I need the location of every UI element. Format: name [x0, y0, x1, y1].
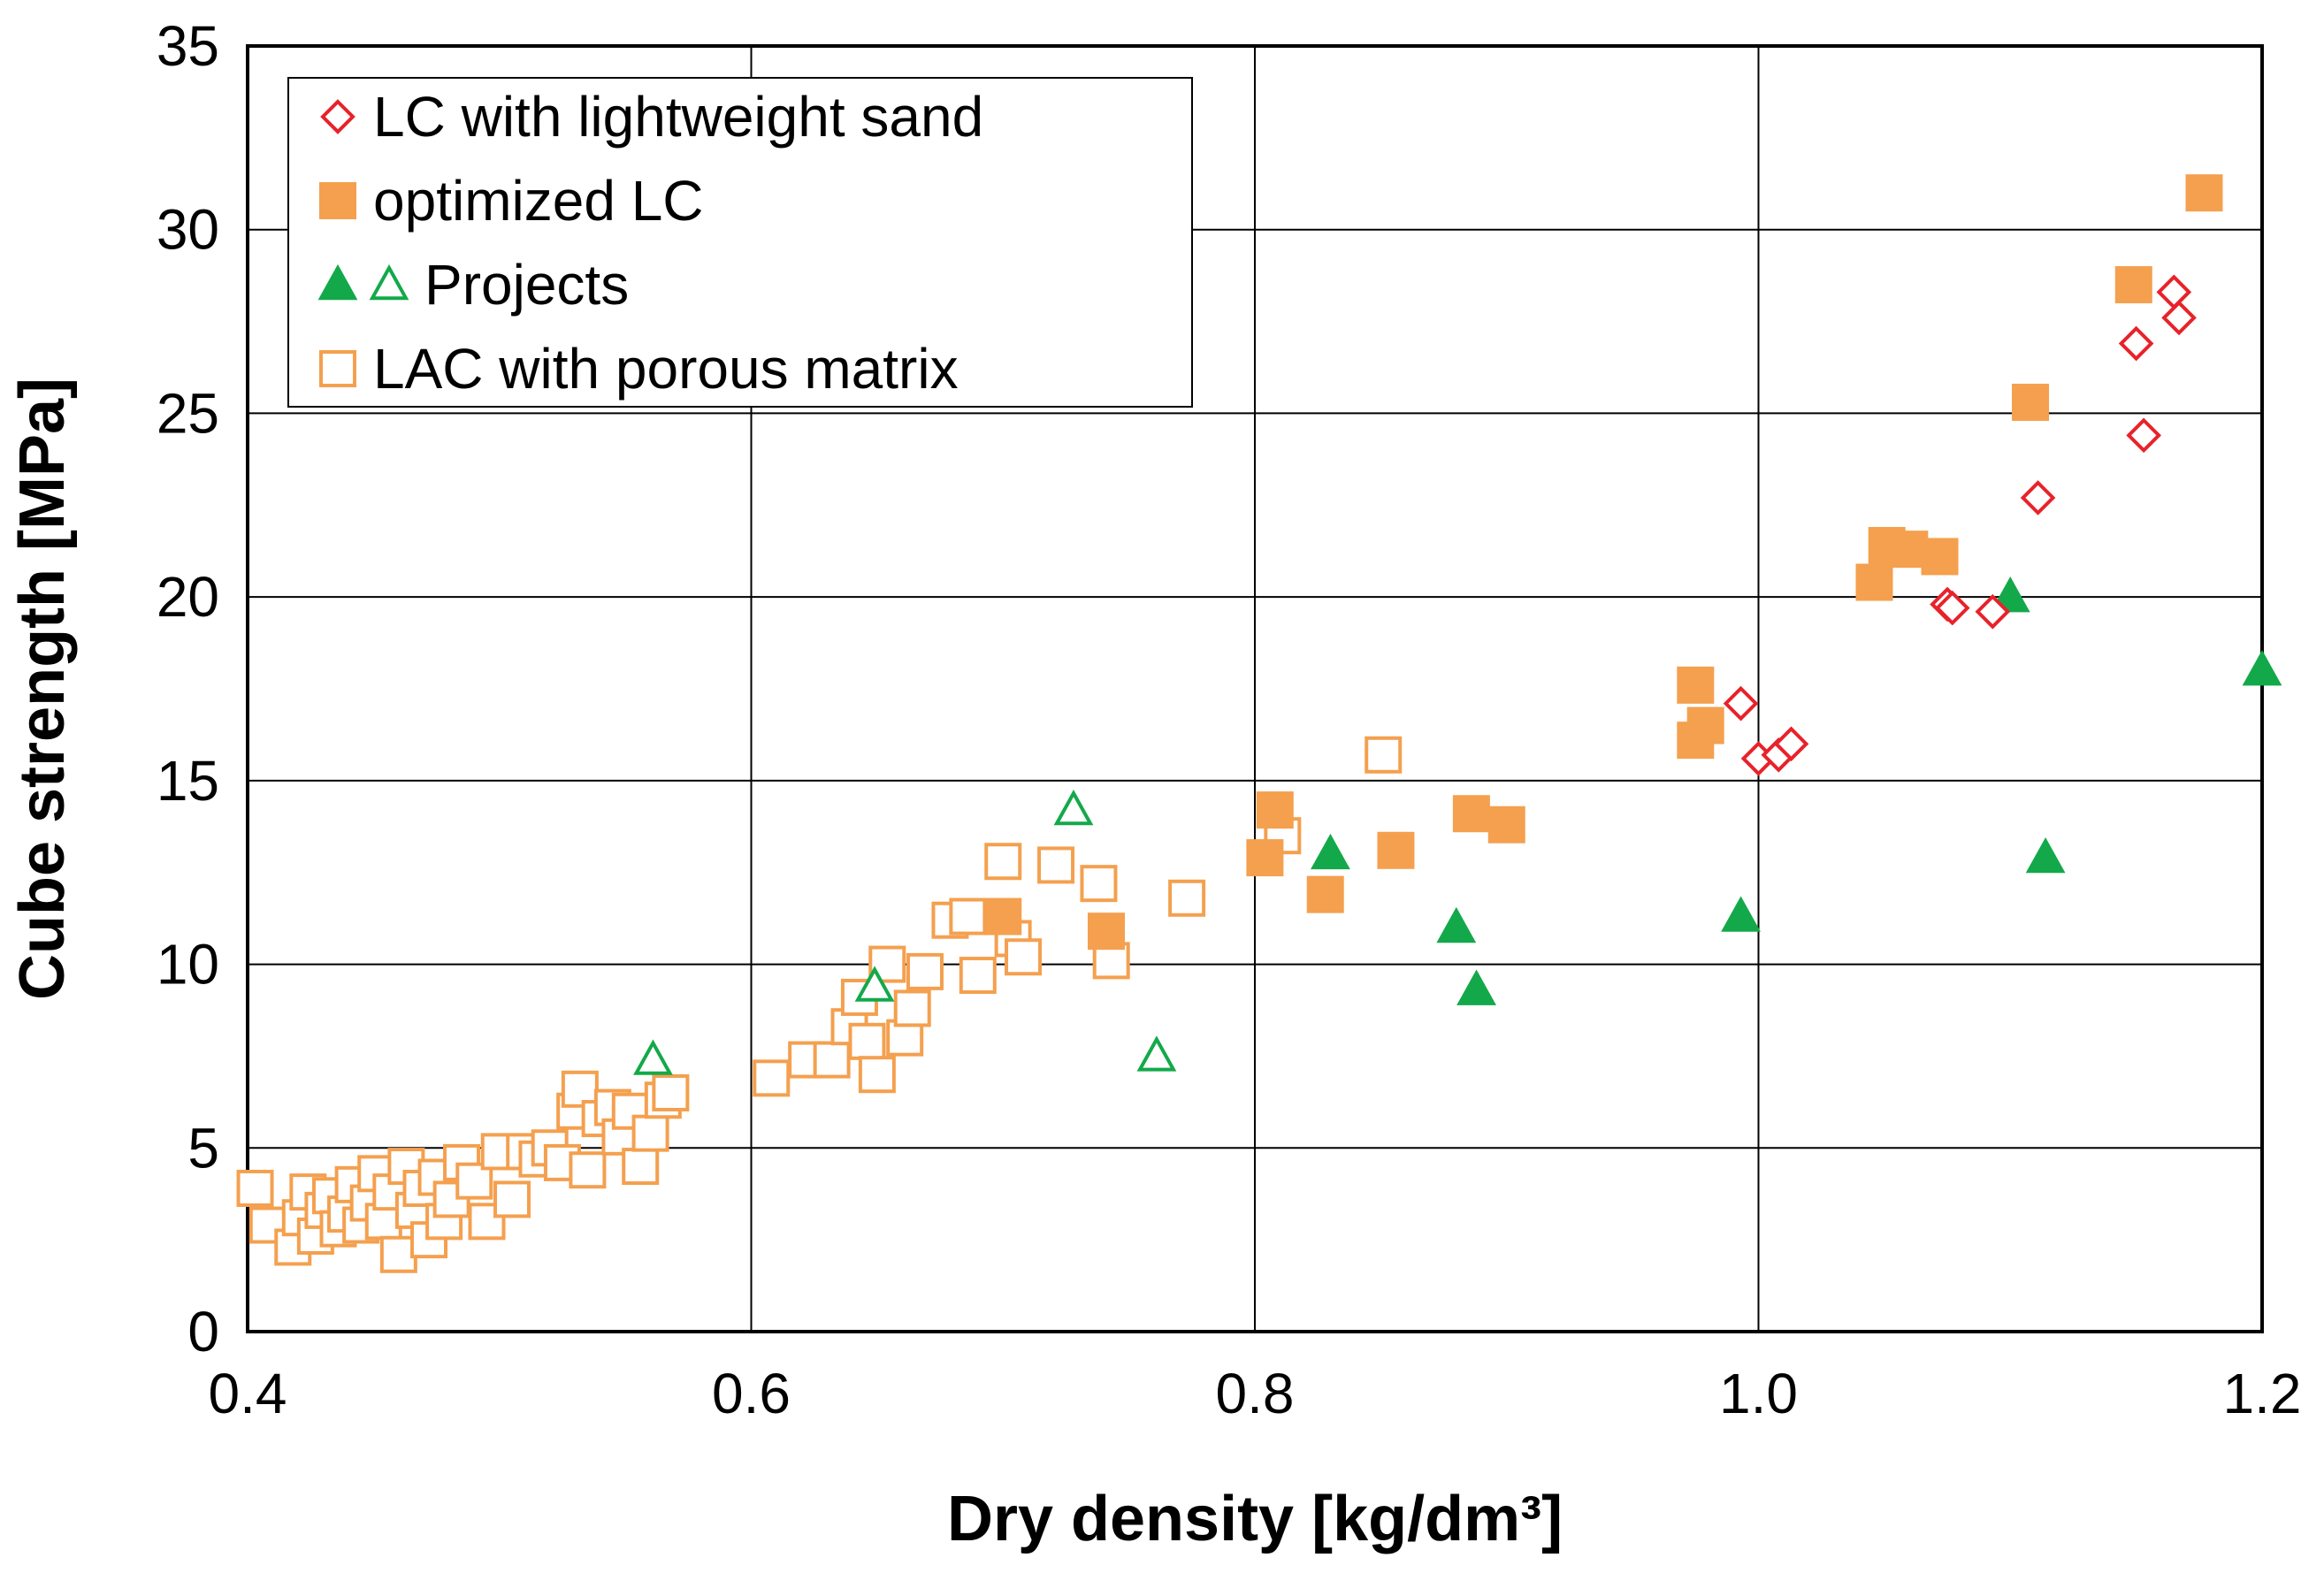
data-point — [1456, 969, 1496, 1005]
data-point — [1990, 577, 2030, 613]
data-point — [631, 1114, 669, 1152]
data-point — [1005, 938, 1043, 976]
data-point — [813, 1041, 851, 1079]
data-point — [2242, 650, 2282, 686]
plot-area — [246, 44, 2264, 1333]
data-point — [906, 952, 944, 990]
data-point — [959, 957, 997, 995]
data-point — [984, 897, 1022, 935]
x-tick-label: 1.2 — [2223, 1362, 2302, 1425]
data-point — [753, 1059, 791, 1097]
data-point — [1773, 726, 1809, 762]
data-point — [1053, 789, 1094, 826]
legend-marker — [320, 99, 355, 134]
legend: LC with lightweight sand optimized LC Proj… — [287, 77, 1193, 408]
gridlines — [247, 45, 2263, 1332]
data-point — [1452, 795, 1490, 833]
data-point — [1168, 879, 1206, 917]
data-point — [1855, 563, 1893, 601]
data-point — [455, 1162, 493, 1200]
y-tick-label: 0 — [187, 1300, 219, 1363]
legend-label: optimized LC — [373, 169, 704, 233]
y-tick-label: 25 — [157, 381, 219, 445]
data-point — [984, 843, 1022, 881]
data-point — [2118, 325, 2154, 362]
data-point — [1975, 593, 2011, 630]
data-point — [569, 1151, 607, 1189]
legend-entry: LAC with porous matrix — [319, 337, 959, 401]
data-point — [1436, 906, 1477, 943]
legend-label: LAC with porous matrix — [373, 337, 959, 401]
data-point — [2126, 417, 2161, 454]
data-point — [854, 966, 895, 1002]
data-point — [949, 897, 987, 935]
series-optimized-lc — [984, 174, 2223, 951]
y-tick-label: 5 — [187, 1116, 219, 1180]
legend-marker — [319, 182, 356, 219]
data-point — [858, 1056, 896, 1094]
data-point — [1487, 806, 1525, 844]
data-point — [1723, 685, 1759, 722]
data-points — [236, 174, 2282, 1273]
series-lac-with-porous-matrix — [236, 736, 1403, 1273]
data-point — [236, 1169, 274, 1207]
data-point — [2114, 266, 2152, 304]
data-point — [379, 1235, 417, 1273]
data-point — [1311, 833, 1350, 870]
data-point — [1087, 912, 1125, 951]
y-tick-label: 35 — [157, 14, 219, 78]
data-point — [493, 1180, 531, 1218]
legend-entry: Projects — [317, 253, 629, 317]
data-point — [622, 1148, 660, 1186]
data-point — [2185, 174, 2223, 212]
data-point — [2025, 836, 2066, 874]
x-tick-label: 1.0 — [1719, 1362, 1798, 1425]
data-point — [1136, 1035, 1177, 1072]
data-point — [1037, 846, 1075, 884]
x-axis-title: Dry density [kg/dm³] — [947, 1484, 1563, 1554]
legend-entry: LC with lightweight sand — [320, 85, 983, 149]
legend-label: Projects — [424, 253, 629, 317]
legend-entry: optimized LC — [319, 169, 704, 233]
x-tick-label: 0.8 — [1216, 1362, 1295, 1425]
data-point — [1686, 706, 1724, 745]
data-point — [2161, 300, 2197, 336]
legend-marker — [317, 263, 358, 301]
data-point — [1934, 590, 1970, 626]
data-point — [848, 1022, 886, 1060]
data-point — [893, 989, 931, 1027]
y-tick-label: 20 — [157, 565, 219, 629]
data-point — [2012, 383, 2050, 421]
y-tick-label: 15 — [157, 749, 219, 813]
y-tick-label: 10 — [157, 933, 219, 996]
legend-label: LC with lightweight sand — [373, 85, 983, 149]
data-point — [1246, 839, 1284, 877]
data-point — [2020, 480, 2056, 515]
data-point — [652, 1073, 690, 1111]
data-point — [1080, 865, 1118, 903]
series-lc-with-lightweight-sand — [1723, 274, 2197, 776]
data-point — [633, 1039, 673, 1075]
data-point — [1365, 736, 1403, 774]
data-point — [1306, 875, 1344, 913]
x-tick-label: 0.4 — [209, 1362, 287, 1425]
data-point — [1256, 791, 1294, 829]
legend-marker — [319, 350, 356, 387]
y-tick-label: 30 — [157, 198, 219, 262]
x-tick-label: 0.6 — [712, 1362, 791, 1425]
y-axis-title: Cube strength [MPa] — [7, 378, 78, 1000]
series-projects — [633, 789, 1177, 1075]
legend-marker — [369, 263, 409, 301]
data-point — [1677, 666, 1715, 704]
data-point — [1377, 831, 1415, 869]
data-point — [1721, 896, 1761, 932]
tick-labels: 0.4 0.6 0.8 1.0 1.2 0 5 10 15 20 25 30 35 — [157, 14, 2302, 1425]
data-point — [1921, 538, 1959, 576]
series-projects — [1311, 577, 2282, 1005]
legend-box — [287, 77, 1193, 408]
